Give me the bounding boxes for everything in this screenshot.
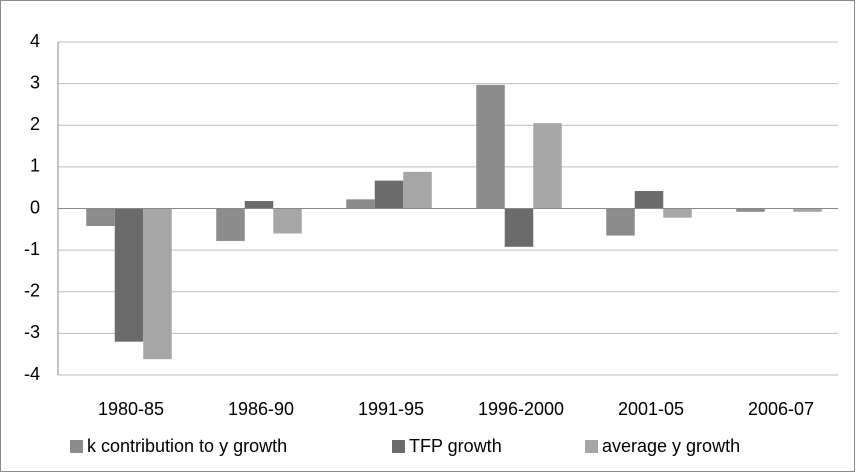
y-tick-label: -2	[24, 281, 40, 301]
x-tick-label: 1986-90	[228, 399, 294, 419]
bar	[244, 201, 274, 209]
y-tick-label: 2	[30, 114, 40, 134]
bar	[606, 208, 635, 236]
y-tick-label: 4	[30, 31, 40, 51]
bar	[403, 171, 432, 209]
bar	[216, 208, 245, 241]
x-tick-label: 1996-2000	[478, 399, 564, 419]
bar	[143, 208, 172, 360]
y-tick-label: -4	[24, 364, 40, 384]
y-tick-label: -1	[24, 239, 40, 259]
y-tick-label: 1	[30, 156, 40, 176]
y-tick-label: 0	[30, 197, 40, 217]
bar	[504, 208, 534, 247]
bar	[86, 208, 115, 226]
bar	[114, 208, 144, 342]
y-tick-label: 3	[30, 72, 40, 92]
bar	[273, 208, 302, 234]
bar	[533, 123, 562, 209]
x-tick-label: 1980-85	[98, 399, 164, 419]
legend-swatch	[392, 440, 405, 453]
legend-label: k contribution to y growth	[87, 436, 287, 456]
bar	[476, 84, 505, 209]
legend-label: TFP growth	[409, 436, 502, 456]
y-tick-label: -3	[24, 322, 40, 342]
bar	[374, 180, 404, 209]
bar	[346, 199, 375, 209]
x-tick-label: 1991-95	[358, 399, 424, 419]
bar	[793, 208, 822, 212]
legend-swatch	[70, 440, 83, 453]
bar	[663, 208, 692, 218]
x-tick-label: 2001-05	[618, 399, 684, 419]
legend-swatch	[585, 440, 598, 453]
bar	[736, 208, 765, 212]
x-tick-label: 2006-07	[748, 399, 814, 419]
legend-label: average y growth	[602, 436, 740, 456]
bar	[634, 191, 664, 209]
